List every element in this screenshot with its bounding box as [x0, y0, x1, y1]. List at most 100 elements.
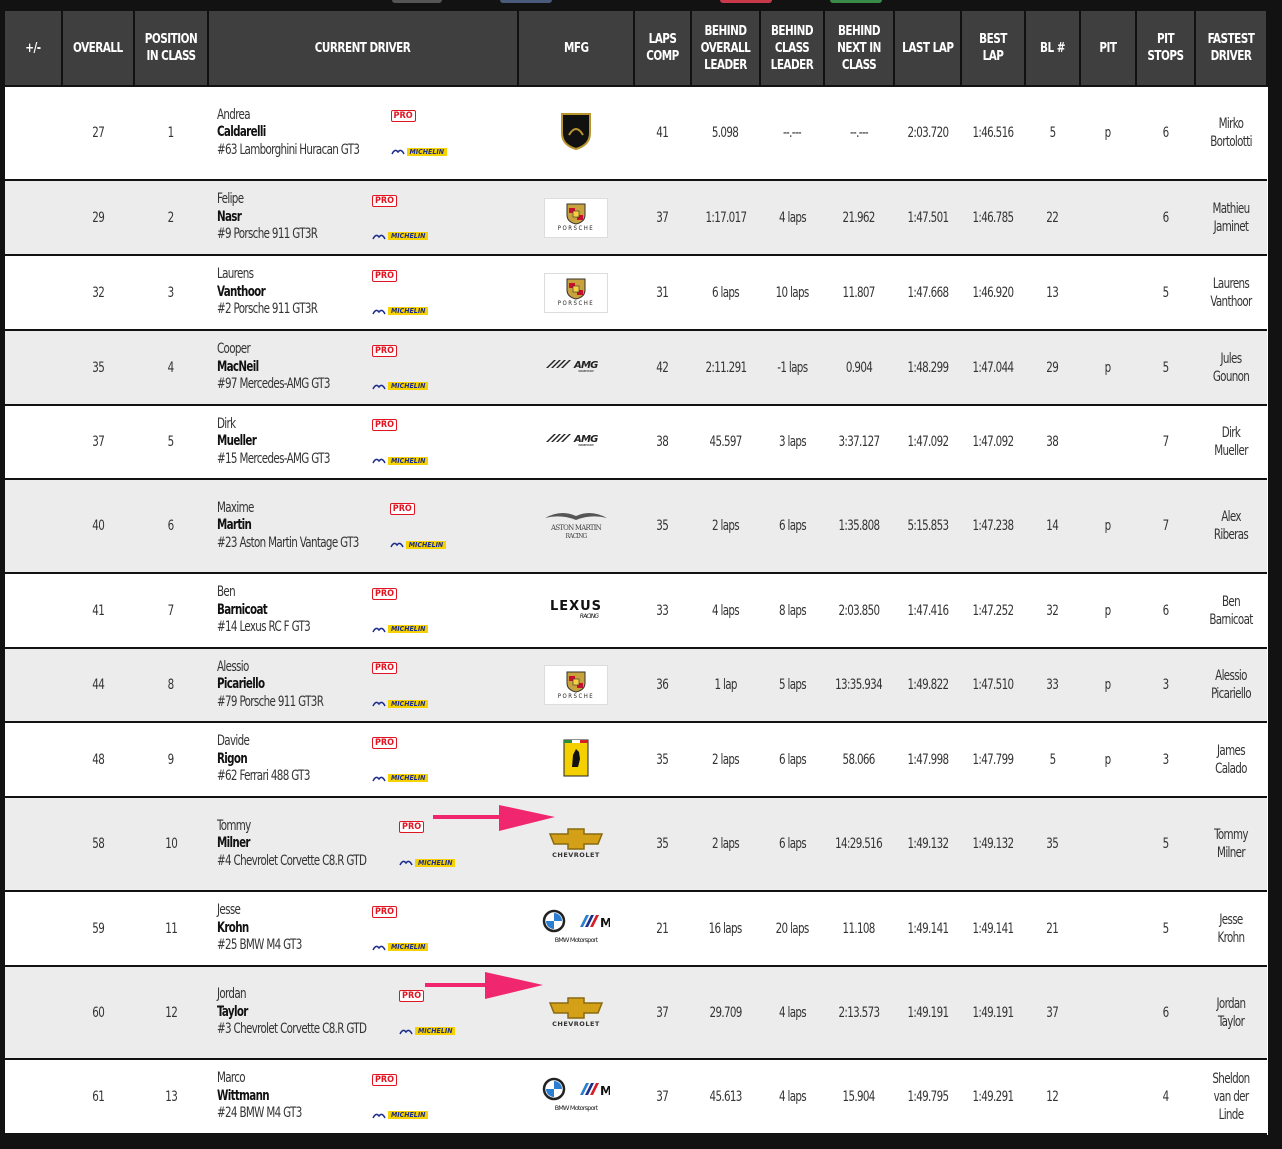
best-lap-number-cell: 14: [1025, 478, 1080, 574]
current-driver-cell[interactable]: Jesse Krohn #25 BMW M4 GT3 PRO MICHELIN: [208, 890, 518, 967]
table-row[interactable]: 48 9 Davide Rigon #62 Ferrari 488 GT3 PRO MICH…: [5, 721, 1267, 798]
best-lap-number-cell-value: 5: [1049, 125, 1057, 141]
pro-badge: PRO: [372, 269, 398, 282]
current-driver-cell[interactable]: Ben Barnicoat #14 Lexus RC F GT3 PRO MICHELI…: [208, 572, 518, 649]
current-driver-cell[interactable]: Laurens Vanthoor #2 Porsche 911 GT3R PRO MIC…: [208, 254, 518, 331]
driver-first-name: Felipe: [217, 191, 244, 208]
behind-class-leader-cell-value: 4 laps: [778, 1004, 806, 1021]
driver-last-name[interactable]: Barnicoat: [217, 601, 268, 618]
manufacturer-cell: M BMW Motorsport: [518, 890, 634, 967]
fastest-driver-name: Sheldon van der Linde: [1197, 1070, 1265, 1124]
fastest-driver-name-part: van der: [1213, 1088, 1249, 1105]
driver-last-name[interactable]: Picariello: [217, 676, 265, 693]
behind-class-leader-cell: 20 laps: [760, 890, 824, 967]
driver-last-name[interactable]: Milner: [217, 835, 251, 852]
table-row[interactable]: 37 5 Dirk Mueller #15 Mercedes-AMG GT3 PRO MIC…: [5, 404, 1267, 480]
table-row[interactable]: 32 3 Laurens Vanthoor #2 Porsche 911 GT3R PRO…: [5, 254, 1267, 331]
driver-first-name: Dirk: [217, 415, 236, 432]
fastest-driver-name-part: Taylor: [1217, 1013, 1245, 1030]
current-driver-cell[interactable]: Dirk Mueller #15 Mercedes-AMG GT3 PRO MICHEL…: [208, 404, 518, 480]
pit-stops-cell-value: 5: [1162, 284, 1170, 301]
col-header-behind-next[interactable]: BEHIND NEXT IN CLASS: [824, 11, 895, 86]
col-header-behind-overall[interactable]: BEHIND OVERALL LEADER: [691, 11, 761, 86]
col-header-overall[interactable]: OVERALL: [62, 11, 135, 86]
col-header-laps[interactable]: LAPS COMP: [634, 11, 692, 86]
behind-overall-leader-cell-value: 45.597: [709, 434, 742, 450]
driver-name-block: Andrea Caldarelli #63 Lamborghini Huracan …: [217, 107, 360, 160]
overall-cell: 29: [62, 179, 134, 256]
table-row[interactable]: 41 7 Ben Barnicoat #14 Lexus RC F GT3 PRO MICH…: [5, 572, 1267, 649]
svg-text:RACING: RACING: [580, 613, 600, 620]
col-header-diff[interactable]: +/-: [5, 11, 63, 86]
table-row[interactable]: 59 11 Jesse Krohn #25 BMW M4 GT3 PRO MICHELIN M…: [5, 890, 1267, 967]
driver-last-name[interactable]: MacNeil: [217, 358, 259, 375]
table-row[interactable]: 61 13 Marco Wittmann #24 BMW M4 GT3 PRO MICHEL…: [5, 1058, 1267, 1135]
fastest-driver-name: Tommy Milner: [1197, 826, 1265, 862]
pit-cell: [1080, 404, 1136, 480]
current-driver-cell[interactable]: Felipe Nasr #9 Porsche 911 GT3R PRO MICHELIN: [208, 179, 518, 256]
best-lap-cell-value: 1:47.799: [972, 751, 1015, 768]
col-header-pos-class[interactable]: POSITION IN CLASS: [134, 11, 209, 86]
michelin-label: MICHELIN: [388, 774, 429, 782]
col-header-bl[interactable]: BL #: [1025, 11, 1081, 86]
driver-last-name[interactable]: Nasr: [217, 208, 242, 225]
best-lap-cell-value: 1:46.920: [972, 284, 1015, 301]
driver-last-name[interactable]: Martin: [217, 517, 252, 534]
behind-next-in-class-cell-value: 0.904: [845, 359, 873, 376]
fastest-driver-name-part: Dirk: [1221, 425, 1241, 441]
current-driver-cell[interactable]: Davide Rigon #62 Ferrari 488 GT3 PRO MICHELI…: [208, 721, 518, 798]
pit-cell: [1080, 965, 1136, 1060]
driver-last-name[interactable]: Krohn: [217, 919, 249, 936]
behind-overall-leader-cell-value: 4 laps: [711, 602, 740, 619]
top-nav-tab[interactable]: [720, 0, 772, 3]
behind-class-leader-cell-value: 5 laps: [778, 677, 806, 693]
behind-overall-leader-cell: 2 laps: [691, 796, 760, 892]
behind-overall-leader-cell: 16 laps: [691, 890, 760, 967]
col-header-pit-stops[interactable]: PIT STOPS: [1136, 11, 1196, 86]
manufacturer-cell: M BMW Motorsport: [518, 1058, 634, 1135]
table-row[interactable]: 35 4 Cooper MacNeil #97 Mercedes-AMG GT3 PRO M…: [5, 329, 1267, 406]
col-header-pit[interactable]: PIT: [1080, 11, 1137, 86]
pit-stops-cell-value: 6: [1162, 125, 1170, 141]
behind-overall-leader-cell-value: 2 laps: [711, 836, 740, 852]
table-row[interactable]: 27 1 Andrea Caldarelli #63 Lamborghini Hurac…: [5, 85, 1267, 181]
top-nav-tab[interactable]: [500, 0, 552, 3]
driver-last-name[interactable]: Rigon: [217, 750, 248, 767]
current-driver-cell[interactable]: Andrea Caldarelli #63 Lamborghini Huracan …: [208, 85, 518, 181]
top-nav-tab[interactable]: [392, 0, 442, 3]
driver-last-name[interactable]: Mueller: [217, 433, 257, 450]
table-row[interactable]: 40 6 Maxime Martin #23 Aston Martin Vantage …: [5, 478, 1267, 574]
col-header-fastest[interactable]: FASTEST DRIVER: [1195, 11, 1268, 86]
best-lap-number-cell-value: 35: [1046, 836, 1060, 852]
fastest-driver-name-part: Laurens: [1212, 275, 1250, 292]
current-driver-cell[interactable]: Jordan Taylor #3 Chevrolet Corvette C8.R G…: [208, 965, 518, 1060]
col-header-mfg[interactable]: MFG: [518, 11, 635, 86]
annotation-arrow-1: [433, 805, 555, 831]
table-row[interactable]: 44 8 Alessio Picariello #79 Porsche 911 GT3R…: [5, 647, 1267, 723]
michelin-label: MICHELIN: [388, 699, 429, 708]
behind-class-leader-cell: 4 laps: [760, 1058, 824, 1135]
driver-last-name[interactable]: Wittmann: [217, 1087, 270, 1104]
fastest-driver-name-part: Tommy: [1214, 827, 1248, 843]
driver-last-name[interactable]: Caldarelli: [217, 124, 266, 141]
col-header-driver[interactable]: CURRENT DRIVER: [208, 11, 519, 86]
table-row[interactable]: 58 10 Tommy Milner #4 Chevrolet Corvette C8.…: [5, 796, 1267, 892]
table-row[interactable]: 29 2 Felipe Nasr #9 Porsche 911 GT3R PRO MICHE…: [5, 179, 1267, 256]
current-driver-cell[interactable]: Cooper MacNeil #97 Mercedes-AMG GT3 PRO MICH…: [208, 329, 518, 406]
col-header-behind-class[interactable]: BEHIND CLASS LEADER: [760, 11, 825, 86]
top-nav-tab[interactable]: [830, 0, 882, 3]
col-header-last-lap[interactable]: LAST LAP: [894, 11, 962, 86]
driver-last-name[interactable]: Taylor: [217, 1003, 248, 1020]
current-driver-cell[interactable]: Maxime Martin #23 Aston Martin Vantage GT3…: [208, 478, 518, 574]
pit-stops-cell: 6: [1136, 572, 1195, 649]
behind-next-in-class-cell: 11.108: [824, 890, 894, 967]
current-driver-cell[interactable]: Alessio Picariello #79 Porsche 911 GT3R PRO…: [208, 647, 518, 723]
svg-text:AMG: AMG: [573, 434, 598, 445]
col-header-best-lap[interactable]: BEST LAP: [961, 11, 1026, 86]
current-driver-cell[interactable]: Tommy Milner #4 Chevrolet Corvette C8.R GT…: [208, 796, 518, 892]
fastest-driver-cell: Mathieu Jaminet: [1195, 179, 1267, 256]
current-driver-cell[interactable]: Marco Wittmann #24 BMW M4 GT3 PRO MICHELIN: [208, 1058, 518, 1135]
table-row[interactable]: 60 12 Jordan Taylor #3 Chevrolet Corvette C8…: [5, 965, 1267, 1060]
driver-last-name[interactable]: Vanthoor: [217, 283, 266, 300]
best-lap-cell: 1:47.238: [961, 478, 1025, 574]
